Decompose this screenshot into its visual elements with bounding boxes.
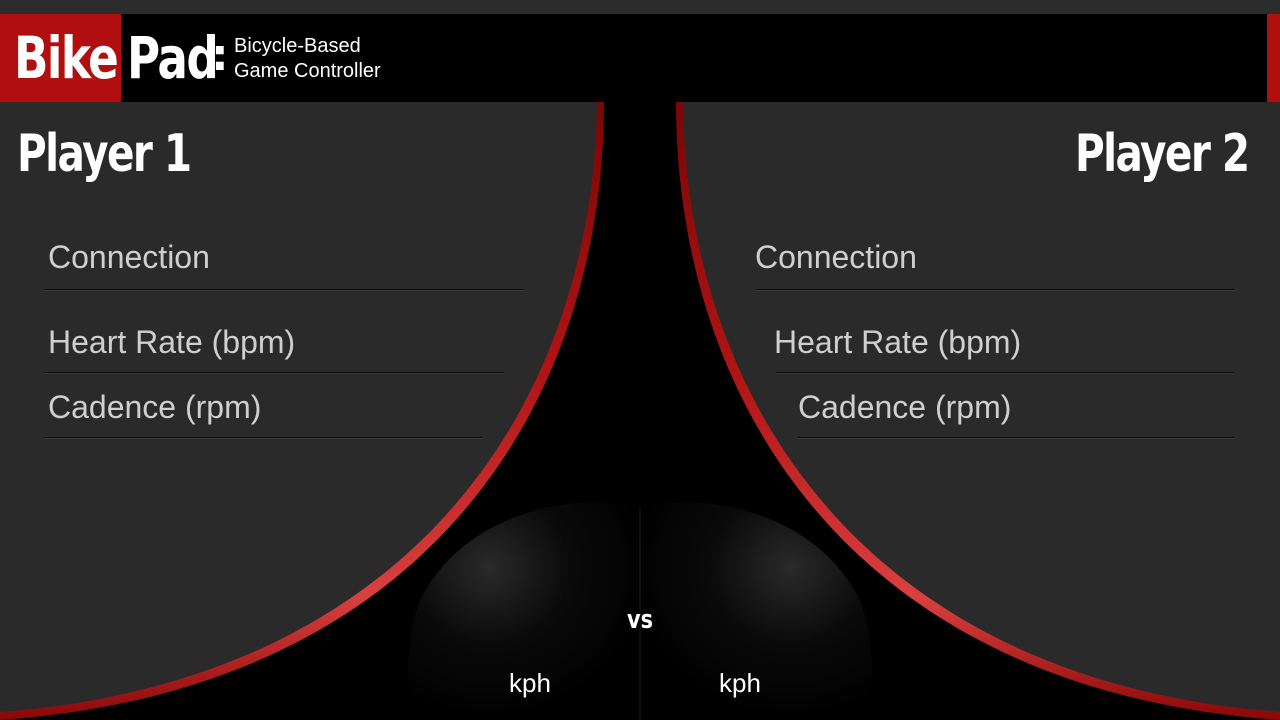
player1-connection-label: Connection [48,239,210,275]
player1-heart-rate-label: Heart Rate (bpm) [48,324,296,360]
player2-connection-label: Connection [755,239,917,275]
logo-pad: Pad [127,24,219,92]
player1-connection-rule [44,289,524,290]
player1-heart-rate-rule [44,372,504,373]
player1-speed-dial [408,502,640,720]
player2-cadence-rule [798,437,1234,438]
player1-cadence-rule [44,437,482,438]
logo-bike: Bike [14,24,119,92]
player1-speed-unit: kph [509,668,551,698]
player2-speed-dial [640,502,872,720]
player2-speed-unit: kph [719,668,761,698]
player2-cadence-label: Cadence (rpm) [798,389,1012,425]
right-panel [683,102,1280,712]
app-header: Bike Pad : Bicycle-Based Game Controller [0,14,1280,102]
player2-title: Player 2 [1075,124,1250,184]
player2-connection-rule [756,289,1234,290]
player1-title: Player 1 [17,124,192,184]
player1-cadence-label: Cadence (rpm) [48,389,262,425]
top-strip [0,0,1280,14]
left-panel [0,102,597,712]
logo-colon: : [211,30,229,81]
logo-red-block [0,14,121,102]
header-red-edge [1267,14,1280,102]
tagline: Bicycle-Based Game Controller [234,34,381,84]
player2-heart-rate-rule [776,372,1234,373]
vs-label: vs [627,605,653,635]
tagline-line-1: Bicycle-Based [234,35,361,57]
tagline-line-2: Game Controller [234,60,381,82]
player2-heart-rate-label: Heart Rate (bpm) [774,324,1022,360]
